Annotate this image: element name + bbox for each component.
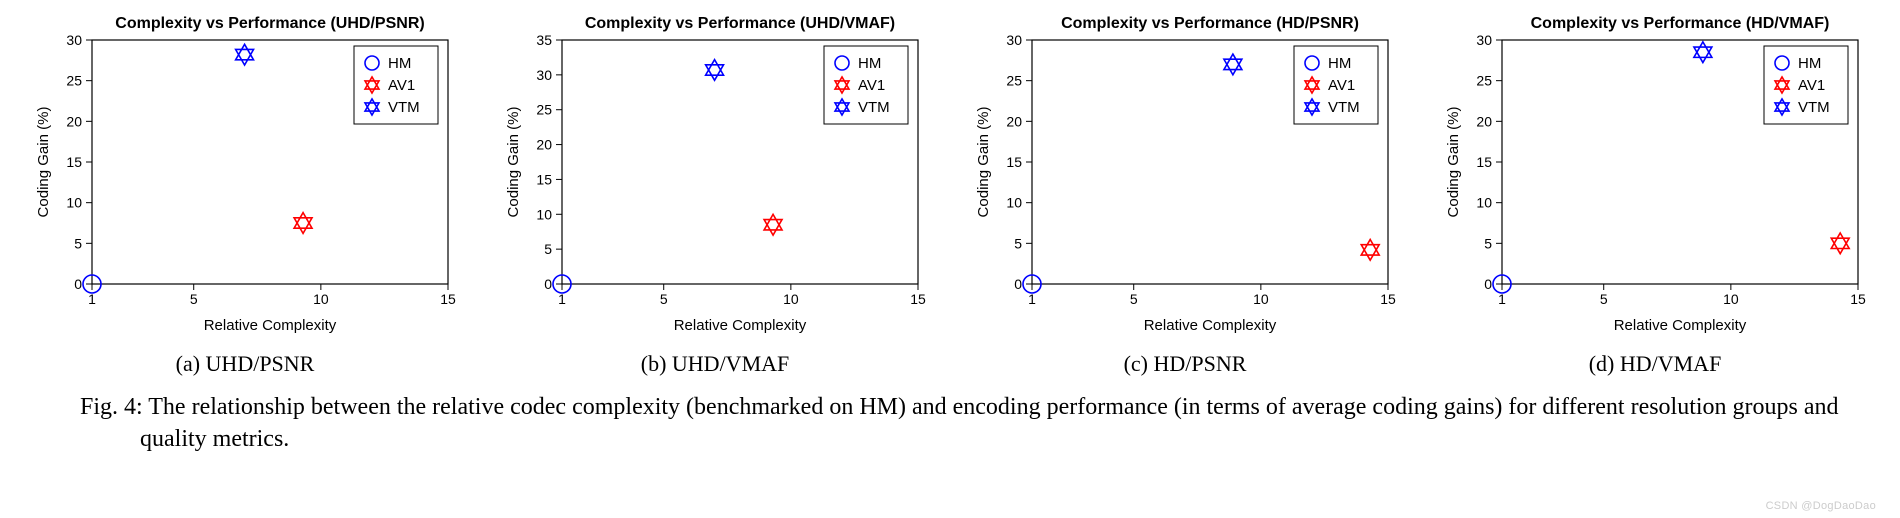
legend-label: VTM xyxy=(858,99,890,116)
chart-title: Complexity vs Performance (HD/VMAF) xyxy=(1531,15,1830,32)
watermark-text: CSDN @DogDaoDao xyxy=(1766,500,1876,512)
svg-text:20: 20 xyxy=(66,113,82,129)
legend-label: HM xyxy=(858,55,881,72)
svg-text:0: 0 xyxy=(74,276,82,292)
svg-text:15: 15 xyxy=(1006,154,1022,170)
svg-text:35: 35 xyxy=(536,32,552,48)
svg-text:30: 30 xyxy=(536,67,552,83)
svg-text:5: 5 xyxy=(1600,291,1608,307)
svg-text:15: 15 xyxy=(910,291,926,307)
scatter-chart: 151015051015202530Relative ComplexityCod… xyxy=(970,10,1400,340)
svg-text:25: 25 xyxy=(1006,73,1022,89)
svg-text:15: 15 xyxy=(1850,291,1866,307)
svg-text:15: 15 xyxy=(536,171,552,187)
legend-label: HM xyxy=(388,55,411,72)
chart-panel-row: 15 10 15 0 5 10 15 20 25 30 Relative Complexity Cod… xyxy=(20,10,1880,377)
svg-text:10: 10 xyxy=(1723,291,1739,307)
y-axis-label: Coding Gain (%) xyxy=(35,107,52,218)
x-axis-label: Relative Complexity xyxy=(1614,317,1747,334)
svg-text:30: 30 xyxy=(66,32,82,48)
svg-text:10: 10 xyxy=(783,291,799,307)
svg-text:10: 10 xyxy=(1476,195,1492,211)
svg-text:10: 10 xyxy=(1006,195,1022,211)
chart-title: Complexity vs Performance (UHD/VMAF) xyxy=(585,15,895,32)
legend-label: HM xyxy=(1798,55,1821,72)
figure-caption-prefix: Fig. 4: xyxy=(80,394,143,420)
legend-label: AV1 xyxy=(1798,77,1825,94)
svg-text:25: 25 xyxy=(66,73,82,89)
scatter-chart: 151015051015202530Relative ComplexityCod… xyxy=(1440,10,1870,340)
legend-label: HM xyxy=(1328,55,1351,72)
legend-label: AV1 xyxy=(1328,77,1355,94)
svg-text:0: 0 xyxy=(544,276,552,292)
svg-text:20: 20 xyxy=(1476,113,1492,129)
svg-text:30: 30 xyxy=(1006,32,1022,48)
legend-label: AV1 xyxy=(388,77,415,94)
x-axis-label: Relative Complexity xyxy=(1144,317,1277,334)
legend-label: VTM xyxy=(1798,99,1830,116)
svg-text:15: 15 xyxy=(1380,291,1396,307)
subcaption: (d) HD/VMAF xyxy=(1589,351,1722,377)
svg-text:0: 0 xyxy=(1014,276,1022,292)
scatter-chart: 15101505101520253035Relative ComplexityC… xyxy=(500,10,930,340)
legend-label: VTM xyxy=(1328,99,1360,116)
scatter-chart: 151015051015202530Relative ComplexityCod… xyxy=(30,10,460,340)
figure-caption: Fig. 4: The relationship between the rel… xyxy=(80,391,1880,456)
subcaption: (c) HD/PSNR xyxy=(1124,351,1247,377)
x-axis-label: Relative Complexity xyxy=(204,317,337,334)
legend-label: VTM xyxy=(388,99,420,116)
legend-label: AV1 xyxy=(858,77,885,94)
svg-text:5: 5 xyxy=(544,241,552,257)
figure-caption-text: The relationship between the relative co… xyxy=(140,394,1839,452)
chart-title: Complexity vs Performance (UHD/PSNR) xyxy=(115,15,424,32)
svg-text:15: 15 xyxy=(1476,154,1492,170)
svg-text:5: 5 xyxy=(1014,235,1022,251)
svg-text:5: 5 xyxy=(1484,235,1492,251)
svg-text:15: 15 xyxy=(440,291,456,307)
svg-text:25: 25 xyxy=(536,102,552,118)
y-axis-label: Coding Gain (%) xyxy=(505,107,522,218)
svg-text:20: 20 xyxy=(1006,113,1022,129)
svg-text:0: 0 xyxy=(1484,276,1492,292)
chart-panel-b: 15101505101520253035Relative ComplexityC… xyxy=(490,10,940,377)
chart-title: Complexity vs Performance (HD/PSNR) xyxy=(1061,15,1359,32)
subcaption: (a) UHD/PSNR xyxy=(176,351,315,377)
svg-text:5: 5 xyxy=(190,291,198,307)
svg-text:15: 15 xyxy=(66,154,82,170)
subcaption: (b) UHD/VMAF xyxy=(641,351,790,377)
svg-text:10: 10 xyxy=(1253,291,1269,307)
svg-text:10: 10 xyxy=(313,291,329,307)
svg-text:30: 30 xyxy=(1476,32,1492,48)
svg-text:5: 5 xyxy=(660,291,668,307)
y-axis-label: Coding Gain (%) xyxy=(1445,107,1462,218)
svg-text:20: 20 xyxy=(536,137,552,153)
chart-panel-a: 151015051015202530Relative ComplexityCod… xyxy=(20,10,470,377)
svg-text:10: 10 xyxy=(66,195,82,211)
svg-text:10: 10 xyxy=(536,206,552,222)
y-axis-label: Coding Gain (%) xyxy=(975,107,992,218)
svg-text:5: 5 xyxy=(74,235,82,251)
x-axis-label: Relative Complexity xyxy=(674,317,807,334)
chart-panel-d: 151015051015202530Relative ComplexityCod… xyxy=(1430,10,1880,377)
svg-text:25: 25 xyxy=(1476,73,1492,89)
svg-text:5: 5 xyxy=(1130,291,1138,307)
chart-panel-c: 151015051015202530Relative ComplexityCod… xyxy=(960,10,1410,377)
